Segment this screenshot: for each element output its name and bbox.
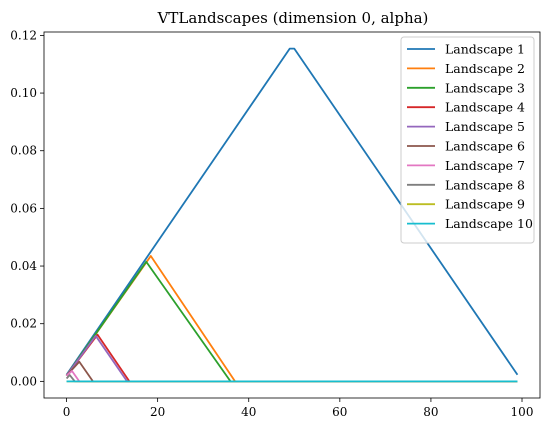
legend-label: Landscape 1 [445, 42, 525, 57]
x-axis: 0 20 40 60 80 100 [63, 398, 534, 419]
y-tick-label: 0.08 [10, 144, 37, 158]
x-tick-label: 100 [511, 405, 534, 419]
x-tick-label: 80 [423, 405, 438, 419]
legend-label: Landscape 8 [445, 177, 525, 192]
y-tick-label: 0.10 [10, 86, 37, 100]
x-tick-label: 40 [241, 405, 256, 419]
legend-label: Landscape 6 [445, 139, 525, 154]
y-tick-label: 0.00 [10, 374, 37, 388]
axes-frame [43, 31, 541, 399]
x-tick-label: 60 [332, 405, 347, 419]
plot-lines [65, 47, 519, 383]
legend-label: Landscape 2 [445, 61, 525, 76]
y-tick-label: 0.06 [10, 201, 37, 215]
legend-label: Landscape 4 [445, 100, 525, 115]
legend: Landscape 1 Landscape 2 Landscape 3 Landsca… [400, 36, 535, 244]
legend-label: Landscape 5 [445, 119, 525, 134]
legend-label: Landscape 7 [445, 158, 525, 173]
y-axis: 0.00 0.02 0.04 0.06 0.08 0.10 0.12 [10, 28, 44, 388]
legend-label: Landscape 9 [445, 197, 525, 212]
x-tick-label: 0 [63, 405, 71, 419]
y-tick-label: 0.02 [10, 317, 37, 331]
legend-label: Landscape 10 [445, 216, 533, 231]
y-tick-label: 0.12 [10, 28, 37, 42]
chart-title: VTLandscapes (dimension 0, alpha) [157, 9, 429, 27]
x-tick-label: 20 [150, 405, 165, 419]
y-tick-label: 0.04 [10, 259, 37, 273]
legend-label: Landscape 3 [445, 80, 525, 95]
